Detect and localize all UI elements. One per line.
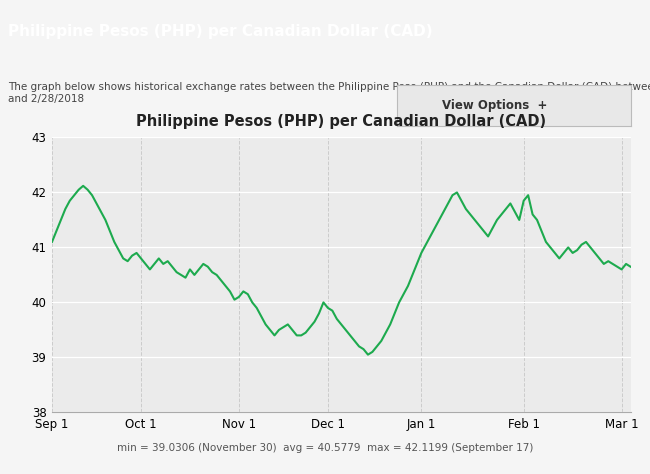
Text: View Options  +: View Options + xyxy=(442,99,547,112)
Text: min = 39.0306 (November 30)  avg = 40.5779  max = 42.1199 (September 17): min = 39.0306 (November 30) avg = 40.577… xyxy=(117,443,533,453)
Title: Philippine Pesos (PHP) per Canadian Dollar (CAD): Philippine Pesos (PHP) per Canadian Doll… xyxy=(136,114,546,129)
Text: The graph below shows historical exchange rates between the Philippine Peso (PHP: The graph below shows historical exchang… xyxy=(8,82,650,103)
Text: Philippine Pesos (PHP) per Canadian Dollar (CAD): Philippine Pesos (PHP) per Canadian Doll… xyxy=(8,25,432,39)
